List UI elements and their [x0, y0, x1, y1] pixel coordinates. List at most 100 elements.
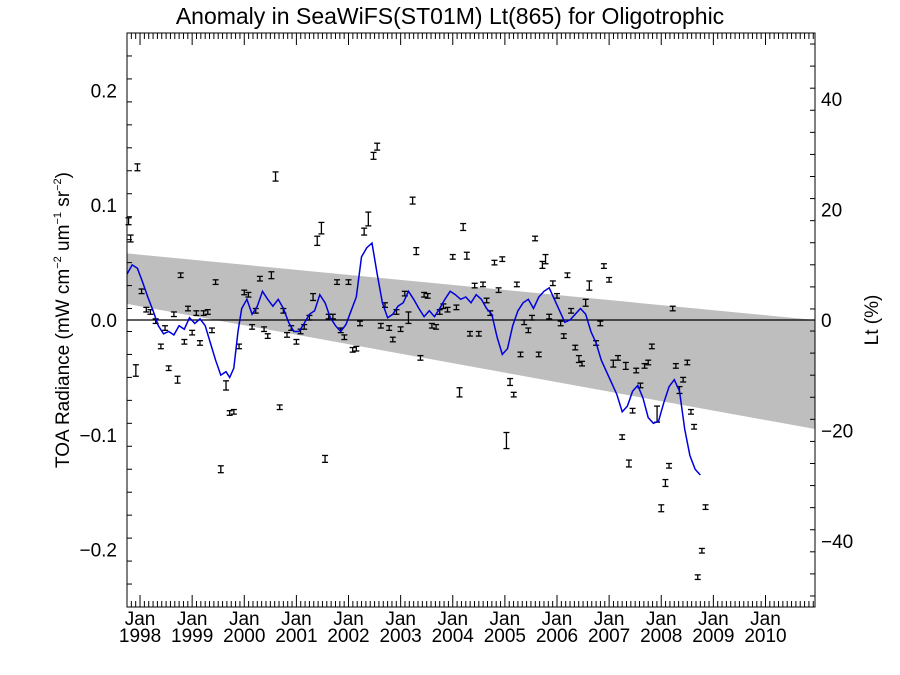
data-point: [174, 375, 181, 384]
data-point: [648, 343, 655, 350]
data-point: [579, 360, 586, 367]
data-point: [212, 279, 219, 286]
data-point: [134, 163, 141, 172]
y-tick-label: 0.1: [91, 196, 117, 217]
data-point: [532, 235, 539, 242]
data-point: [483, 297, 490, 304]
data-point: [517, 351, 524, 358]
y-axis-title-superscript: −2: [52, 178, 64, 191]
data-point: [204, 309, 211, 315]
x-tick-year: 2008: [640, 626, 682, 647]
data-point: [582, 298, 589, 307]
data-point: [658, 504, 665, 513]
data-point: [503, 431, 510, 450]
trend-line: [126, 241, 701, 476]
data-point: [365, 211, 372, 227]
data-point: [702, 504, 709, 511]
data-point: [586, 280, 593, 291]
x-tick-month: Jan: [437, 609, 468, 630]
x-tick-month: Jan: [490, 609, 521, 630]
data-point: [453, 304, 460, 311]
data-point: [444, 306, 451, 313]
data-point: [245, 291, 252, 298]
data-point: [491, 259, 498, 266]
data-point: [261, 326, 268, 333]
data-point: [413, 247, 420, 256]
x-tick-year: 2006: [536, 626, 578, 647]
x-tick-month: Jan: [646, 609, 677, 630]
x-tick-year: 2004: [432, 626, 475, 647]
data-point: [575, 354, 582, 364]
chart-title: Anomaly in SeaWiFS(ST01M) Lt(865) for Ol…: [175, 3, 725, 29]
data-point: [471, 282, 478, 289]
data-point: [549, 280, 556, 287]
data-point: [165, 365, 172, 372]
data-point: [572, 344, 579, 351]
x-tick-month: Jan: [698, 609, 729, 630]
data-point: [564, 272, 571, 279]
tick-labels: −0.2−0.10.00.10.2−40−2002040Jan1998Jan19…: [52, 81, 883, 647]
data-point: [349, 346, 356, 353]
data-point: [600, 263, 607, 269]
y2-tick-label: 40: [821, 90, 842, 111]
data-point: [669, 305, 676, 312]
x-tick-month: Jan: [385, 609, 416, 630]
x-tick-month: Jan: [750, 609, 781, 630]
data-point: [560, 333, 567, 340]
data-point: [424, 292, 431, 299]
data-point: [449, 253, 456, 260]
data-point: [241, 289, 248, 296]
y-axis-title-part: ): [53, 172, 74, 178]
data-point: [684, 359, 691, 366]
data-point: [463, 251, 470, 260]
data-point: [361, 227, 368, 236]
data-point: [698, 547, 705, 554]
data-point: [475, 330, 482, 337]
data-point: [622, 361, 629, 371]
x-tick-month: Jan: [594, 609, 625, 630]
data-point: [528, 314, 535, 321]
x-tick-year: 2009: [692, 626, 734, 647]
data-point: [193, 310, 200, 317]
data-point: [356, 320, 363, 327]
data-point: [132, 364, 139, 377]
data-point: [386, 325, 393, 331]
x-tick-year: 2003: [379, 626, 421, 647]
data-point: [409, 196, 416, 205]
data-point: [687, 408, 694, 415]
confidence-band: [127, 253, 815, 430]
data-point: [268, 271, 275, 280]
data-point: [353, 345, 360, 352]
y-axis-title-part: TOA Radiance (mW cm: [53, 269, 74, 468]
data-point: [310, 292, 317, 302]
data-point: [546, 313, 553, 320]
data-point: [597, 320, 604, 327]
data-point: [389, 336, 396, 343]
data-point: [428, 322, 435, 329]
x-tick-month: Jan: [177, 609, 208, 630]
data-point: [680, 376, 687, 383]
data-point: [181, 338, 188, 345]
data-point: [645, 359, 652, 366]
data-point: [554, 292, 560, 299]
data-point: [666, 462, 673, 469]
data-point: [334, 279, 341, 286]
x-tick-month: Jan: [229, 609, 260, 630]
data-point: [662, 478, 669, 488]
y2-axis-title: Lt (%): [862, 295, 883, 346]
y-tick-label: 0.0: [91, 311, 117, 332]
data-point: [138, 288, 145, 295]
x-tick-year: 1999: [171, 626, 213, 647]
data-point: [456, 387, 463, 398]
data-point: [557, 320, 564, 327]
data-point: [217, 465, 224, 474]
data-point: [322, 454, 329, 464]
data-point: [629, 407, 636, 414]
data-point: [510, 391, 517, 398]
data-point: [341, 334, 348, 341]
data-point: [345, 279, 352, 286]
data-points: [125, 142, 709, 581]
data-point: [691, 423, 698, 430]
data-point: [694, 574, 701, 581]
x-tick-year: 2005: [484, 626, 526, 647]
